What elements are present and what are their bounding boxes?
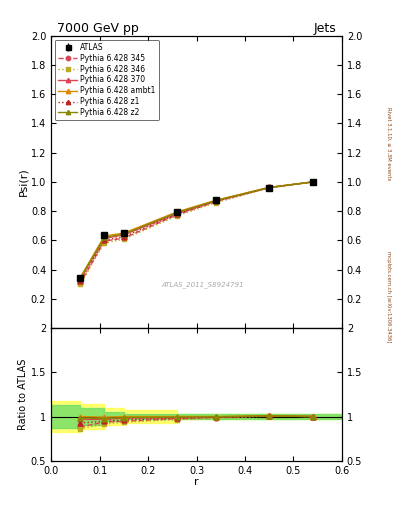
Pythia 6.428 370 — [175, 210, 180, 217]
Pythia 6.428 346 — [310, 179, 315, 185]
Pythia 6.428 z2 — [267, 184, 272, 190]
Pythia 6.428 z1 — [267, 185, 272, 191]
Pythia 6.428 ambt1 — [213, 197, 218, 203]
Pythia 6.428 345 — [175, 212, 180, 218]
Text: Rivet 3.1.10, ≥ 3.3M events: Rivet 3.1.10, ≥ 3.3M events — [386, 106, 391, 180]
Y-axis label: Ratio to ATLAS: Ratio to ATLAS — [18, 359, 28, 430]
Pythia 6.428 346 — [102, 240, 107, 246]
Pythia 6.428 345 — [213, 199, 218, 205]
Line: Pythia 6.428 346: Pythia 6.428 346 — [78, 180, 315, 287]
Pythia 6.428 z1 — [175, 211, 180, 217]
Pythia 6.428 z2 — [121, 231, 126, 237]
Pythia 6.428 z1 — [310, 179, 315, 185]
Legend: ATLAS, Pythia 6.428 345, Pythia 6.428 346, Pythia 6.428 370, Pythia 6.428 ambt1,: ATLAS, Pythia 6.428 345, Pythia 6.428 34… — [55, 39, 158, 120]
Line: Pythia 6.428 z1: Pythia 6.428 z1 — [78, 180, 315, 284]
Pythia 6.428 370 — [121, 232, 126, 238]
Pythia 6.428 370 — [102, 236, 107, 242]
Text: Jets: Jets — [313, 22, 336, 35]
Pythia 6.428 ambt1 — [267, 184, 272, 190]
Line: Pythia 6.428 370: Pythia 6.428 370 — [78, 180, 315, 282]
Pythia 6.428 370 — [213, 198, 218, 204]
Pythia 6.428 z1 — [121, 233, 126, 240]
Pythia 6.428 ambt1 — [121, 230, 126, 236]
Text: mcplots.cern.ch [arXiv:1306.3436]: mcplots.cern.ch [arXiv:1306.3436] — [386, 251, 391, 343]
Pythia 6.428 ambt1 — [175, 209, 180, 215]
Pythia 6.428 z2 — [102, 234, 107, 241]
Y-axis label: Psi(r): Psi(r) — [18, 167, 28, 196]
Text: ATLAS_2011_S8924791: ATLAS_2011_S8924791 — [161, 281, 244, 288]
Pythia 6.428 ambt1 — [102, 233, 107, 239]
Pythia 6.428 370 — [310, 179, 315, 185]
Pythia 6.428 346 — [267, 185, 272, 191]
Pythia 6.428 z2 — [175, 209, 180, 216]
Pythia 6.428 ambt1 — [78, 274, 83, 281]
Pythia 6.428 z1 — [78, 278, 83, 284]
Pythia 6.428 z2 — [213, 198, 218, 204]
Pythia 6.428 345 — [102, 238, 107, 244]
Pythia 6.428 345 — [267, 184, 272, 190]
Pythia 6.428 346 — [175, 213, 180, 219]
Text: 7000 GeV pp: 7000 GeV pp — [57, 22, 139, 35]
Line: Pythia 6.428 ambt1: Pythia 6.428 ambt1 — [78, 180, 315, 280]
Pythia 6.428 ambt1 — [310, 179, 315, 185]
Pythia 6.428 z2 — [310, 179, 315, 185]
Pythia 6.428 346 — [121, 236, 126, 242]
Line: Pythia 6.428 z2: Pythia 6.428 z2 — [78, 180, 315, 281]
Line: Pythia 6.428 345: Pythia 6.428 345 — [78, 180, 315, 286]
Pythia 6.428 z1 — [102, 237, 107, 243]
Pythia 6.428 370 — [267, 184, 272, 190]
Pythia 6.428 z2 — [78, 275, 83, 282]
Pythia 6.428 345 — [78, 281, 83, 287]
Pythia 6.428 345 — [121, 235, 126, 241]
Pythia 6.428 346 — [213, 200, 218, 206]
Pythia 6.428 345 — [310, 179, 315, 185]
Pythia 6.428 346 — [78, 282, 83, 288]
Pythia 6.428 z1 — [213, 198, 218, 204]
X-axis label: r: r — [194, 477, 199, 487]
Pythia 6.428 370 — [78, 276, 83, 282]
